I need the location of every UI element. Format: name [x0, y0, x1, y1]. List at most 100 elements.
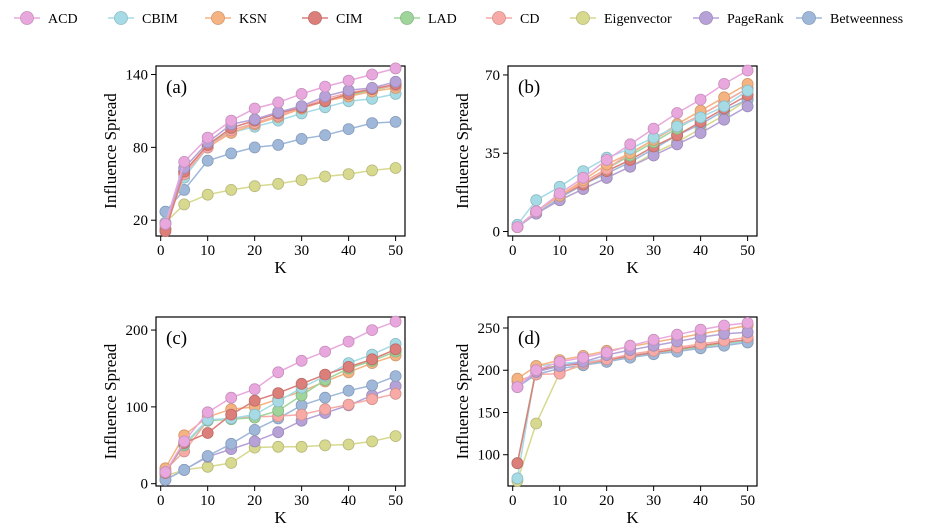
legend-marker: [802, 11, 816, 25]
y-axis-label: Influence Spread: [453, 93, 472, 209]
x-tick-label: 0: [509, 243, 517, 259]
data-point: [272, 440, 285, 453]
data-point: [248, 383, 261, 396]
data-point: [272, 426, 285, 439]
data-point: [295, 354, 308, 367]
data-point: [342, 438, 355, 451]
series-acd: [159, 315, 402, 479]
plot-frame: [507, 65, 758, 237]
data-point: [741, 64, 754, 77]
data-point: [201, 450, 214, 462]
data-point: [366, 164, 379, 177]
data-point: [694, 323, 707, 336]
data-point: [389, 387, 402, 400]
data-point: [389, 430, 402, 443]
data-point: [530, 194, 543, 207]
data-point: [248, 113, 261, 126]
data-point: [741, 100, 754, 113]
panel-label: (c): [166, 328, 187, 349]
x-tick-label: 30: [646, 493, 661, 509]
legend-marker: [20, 11, 34, 25]
data-point: [718, 319, 730, 332]
data-point: [225, 437, 238, 450]
data-point: [511, 381, 524, 394]
data-point: [389, 75, 402, 88]
plot-frame: [507, 316, 758, 487]
series-betweenness: [159, 116, 402, 218]
x-tick-label: 30: [294, 243, 309, 259]
data-point: [248, 180, 261, 193]
series-line: [516, 341, 748, 482]
data-point: [366, 379, 379, 392]
legend-item-cim: CIM: [302, 11, 363, 27]
panel-label: (b): [518, 77, 540, 98]
chart-panel-d: 0 10 20 30 40 50 100 150 200 250 K Influence Spread…: [453, 316, 758, 527]
data-point: [342, 74, 355, 87]
data-point: [295, 174, 308, 187]
x-tick-label: 20: [247, 493, 262, 509]
series-cim: [511, 89, 754, 234]
data-point: [530, 205, 543, 218]
legend-marker: [492, 11, 506, 25]
legend-item-eigenvector: Eigenvector: [570, 11, 672, 27]
chart-panels: 0 10 20 30 40 50 20 80 140 K Influence Spread (a) 0 1…: [101, 62, 758, 527]
panel-label: (d): [518, 328, 540, 349]
data-point: [741, 84, 754, 97]
series-line: [164, 167, 396, 224]
x-tick-label: 20: [599, 493, 614, 509]
x-tick-label: 40: [341, 243, 356, 259]
legend-label: KSN: [239, 12, 267, 27]
y-tick-label: 70: [485, 68, 500, 84]
data-point: [272, 387, 285, 400]
y-tick-label: 200: [478, 363, 501, 379]
x-tick-label: 40: [341, 493, 356, 509]
x-tick-label: 50: [388, 243, 403, 259]
data-point: [319, 170, 332, 183]
data-point: [178, 198, 191, 211]
plot-frame: [155, 65, 406, 237]
data-point: [248, 423, 261, 436]
data-point: [389, 162, 402, 174]
data-point: [553, 187, 566, 200]
data-point: [272, 138, 285, 151]
x-axis-label: K: [274, 508, 287, 527]
y-tick-label: 100: [126, 400, 149, 416]
data-point: [295, 88, 308, 100]
data-point: [577, 351, 590, 364]
data-point: [201, 154, 214, 167]
series-eigenvector: [159, 162, 402, 229]
y-tick-label: 200: [126, 323, 149, 339]
y-axis-label: Influence Spread: [101, 343, 120, 459]
x-axis-label: K: [626, 258, 639, 277]
x-tick-label: 50: [740, 493, 755, 509]
y-tick-label: 100: [478, 448, 501, 464]
data-point: [201, 188, 214, 201]
legend-label: PageRank: [727, 12, 784, 27]
data-point: [248, 394, 261, 407]
data-point: [342, 384, 355, 397]
data-point: [319, 129, 332, 142]
chart-panel-b: 0 10 20 30 40 50 0 35 70 K Influence Spread (b): [453, 64, 758, 277]
y-tick-label: 140: [126, 68, 149, 84]
legend-item-acd: ACD: [14, 11, 78, 27]
legend-marker: [576, 11, 590, 25]
x-tick-label: 10: [552, 243, 567, 259]
data-point: [694, 111, 707, 124]
x-tick-label: 0: [509, 493, 517, 509]
data-point: [272, 177, 285, 190]
x-tick-label: 0: [157, 493, 165, 509]
x-tick-label: 20: [599, 243, 614, 259]
series-acd: [159, 62, 402, 230]
legend-marker: [308, 11, 322, 25]
legend-marker: [400, 11, 414, 25]
data-point: [694, 127, 707, 140]
x-axis-label: K: [274, 258, 287, 277]
data-point: [366, 117, 379, 129]
x-tick-label: 20: [247, 243, 262, 259]
data-point: [225, 114, 238, 127]
data-point: [225, 408, 238, 421]
data-point: [624, 138, 637, 151]
x-tick-label: 10: [200, 243, 215, 259]
x-axis-label: K: [626, 508, 639, 527]
data-point: [248, 141, 261, 154]
